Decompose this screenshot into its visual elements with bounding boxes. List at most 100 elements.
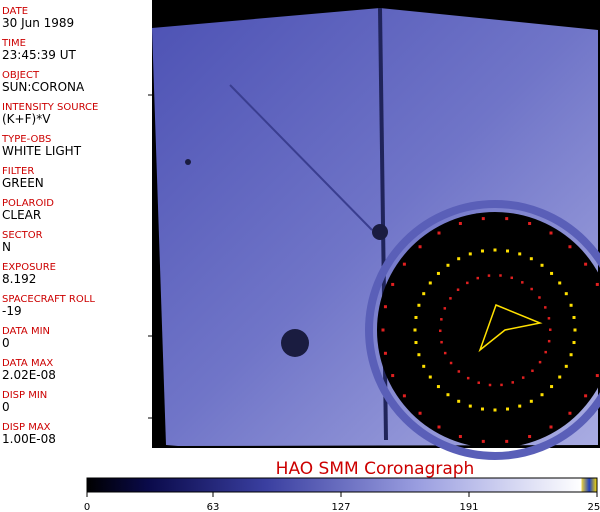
dot	[572, 341, 576, 345]
field-label: TYPE-OBS	[1, 134, 51, 145]
field-value: 30 Jun 1989	[2, 16, 74, 30]
dot	[568, 411, 572, 415]
dot	[499, 274, 502, 277]
blemish	[185, 159, 191, 165]
field-value: WHITE LIGHT	[2, 144, 82, 158]
dot	[538, 296, 541, 299]
dot	[457, 370, 461, 373]
dot	[439, 329, 442, 333]
dot	[568, 245, 572, 249]
blemish	[372, 224, 388, 240]
dot	[528, 435, 532, 439]
dot	[446, 263, 450, 267]
colorbar-tick-label: 255	[587, 502, 600, 512]
dot	[510, 276, 514, 280]
dot	[414, 315, 418, 319]
dot	[505, 439, 509, 443]
dot	[443, 307, 447, 310]
overlay-dots	[381, 217, 599, 443]
dot	[428, 281, 432, 285]
dot	[481, 439, 485, 443]
dot	[480, 249, 484, 253]
dot	[569, 303, 573, 307]
dot	[549, 425, 553, 429]
dot	[540, 263, 544, 267]
dot	[506, 407, 510, 411]
dot	[521, 281, 524, 284]
field-label: FILTER	[2, 166, 34, 177]
field-value: CLEAR	[2, 208, 41, 222]
field-value: (K+F)*V	[2, 112, 51, 126]
dot	[417, 303, 421, 307]
dot	[480, 407, 484, 411]
colorbar-tick-label: 63	[207, 502, 220, 512]
dot	[417, 353, 421, 357]
dot	[383, 351, 387, 355]
colorbar-tick-label: 127	[331, 502, 350, 512]
dot	[572, 315, 576, 319]
dot	[558, 375, 562, 379]
dot	[402, 394, 406, 398]
dot	[595, 282, 599, 286]
dot	[518, 252, 522, 256]
dot	[547, 317, 551, 320]
dot	[531, 369, 534, 373]
dot	[402, 262, 406, 266]
title: HAO SMM Coronagraph	[276, 459, 475, 479]
dot	[521, 376, 525, 379]
dot	[391, 374, 395, 378]
dot	[476, 276, 480, 280]
dot	[529, 257, 533, 261]
dot	[584, 394, 588, 398]
dot	[530, 287, 533, 291]
streak	[229, 84, 373, 231]
field-label: SECTOR	[2, 230, 43, 241]
dot	[422, 364, 426, 368]
dot	[422, 292, 426, 296]
field-value: N	[2, 240, 11, 254]
dot	[458, 435, 462, 439]
dot	[548, 328, 552, 331]
sun-marker	[478, 304, 543, 353]
field-value: 0	[2, 336, 10, 350]
dot	[449, 297, 452, 300]
field-label: DISP MIN	[2, 390, 47, 401]
dot	[569, 353, 573, 357]
dot	[558, 281, 562, 285]
field-value: -19	[2, 304, 22, 318]
dot	[418, 411, 422, 415]
dot	[488, 383, 492, 387]
dot	[550, 271, 554, 275]
dot	[437, 425, 441, 429]
dot	[466, 281, 469, 285]
field-label: POLAROID	[2, 198, 54, 209]
field-value: 8.192	[2, 272, 36, 286]
dot	[428, 375, 432, 379]
dot	[443, 351, 447, 355]
field-label: DATA MAX	[2, 358, 53, 369]
dot	[518, 404, 522, 408]
field-label: SPACECRAFT ROLL	[2, 294, 95, 305]
dot	[529, 399, 533, 403]
dot	[457, 399, 461, 403]
dot	[466, 376, 470, 380]
dot	[564, 292, 568, 296]
halo	[365, 200, 600, 460]
field-value: GREEN	[2, 176, 44, 190]
field-label: DATA MIN	[2, 326, 50, 337]
dot	[457, 257, 461, 261]
dot	[440, 340, 443, 344]
dot	[544, 306, 547, 309]
dot	[540, 393, 544, 397]
dot	[487, 274, 491, 277]
dot	[505, 217, 509, 221]
colorbar	[86, 477, 598, 493]
dot	[468, 252, 472, 256]
blemish	[281, 329, 309, 357]
dot	[468, 404, 472, 408]
dot	[549, 231, 553, 235]
field-label: INTENSITY SOURCE	[2, 102, 98, 113]
dot	[493, 248, 497, 252]
